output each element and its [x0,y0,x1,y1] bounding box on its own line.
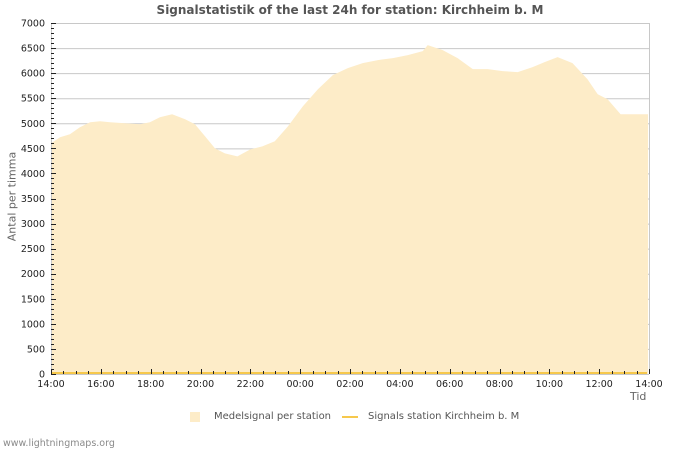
svg-text:1500: 1500 [21,294,45,305]
svg-text:18:00: 18:00 [137,379,164,390]
legend-item-station: Signals station Kirchheim b. M [342,411,519,422]
svg-text:2500: 2500 [21,244,45,255]
svg-text:3000: 3000 [21,219,45,230]
svg-text:4500: 4500 [21,144,45,155]
svg-text:6000: 6000 [21,69,45,80]
svg-text:14:00: 14:00 [635,379,662,390]
y-axis-label: Antal per timma [5,151,19,242]
svg-text:02:00: 02:00 [336,379,363,390]
svg-text:4000: 4000 [21,169,45,180]
legend-label-station: Signals station Kirchheim b. M [368,411,520,422]
legend-item-average: Medelsignal per station [190,411,331,422]
svg-text:2000: 2000 [21,269,45,280]
svg-text:12:00: 12:00 [585,379,612,390]
svg-text:08:00: 08:00 [486,379,513,390]
svg-text:7000: 7000 [21,19,45,30]
svg-text:00:00: 00:00 [286,379,313,390]
x-axis-ticks: 14:00 16:00 18:00 20:00 22:00 00:00 02:00 04:00… [37,369,663,390]
chart-frame [51,23,650,375]
svg-text:22:00: 22:00 [237,379,264,390]
line-swatch-icon [342,415,358,418]
svg-text:500: 500 [27,344,45,355]
svg-text:5500: 5500 [21,94,45,105]
y-axis-ticks: 0 500 1000 1500 2000 2500 3000 3500 4000 4500 5000… [21,19,56,381]
svg-text:10:00: 10:00 [536,379,563,390]
svg-text:6500: 6500 [21,44,45,55]
average-signal-area [51,45,648,374]
footer-credit: www.lightningmaps.org [3,438,115,449]
area-swatch-icon [190,411,200,422]
legend-label-average: Medelsignal per station [214,411,332,422]
svg-text:16:00: 16:00 [87,379,114,390]
svg-text:06:00: 06:00 [436,379,463,390]
chart-title: Signalstatistik of the last 24h for stat… [156,3,544,17]
svg-text:14:00: 14:00 [37,379,64,390]
svg-text:5000: 5000 [21,119,45,130]
x-axis-label: Tid [630,390,647,403]
svg-text:04:00: 04:00 [386,379,413,390]
svg-text:1000: 1000 [21,319,45,330]
svg-text:0: 0 [39,370,45,381]
svg-text:20:00: 20:00 [187,379,214,390]
svg-text:3500: 3500 [21,194,45,205]
